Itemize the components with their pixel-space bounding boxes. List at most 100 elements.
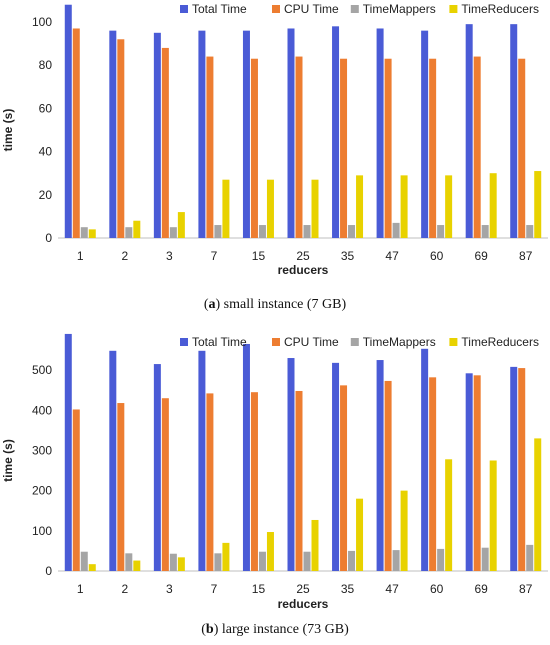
c1-bar-cpu-time-7	[206, 393, 214, 571]
c0-bar-total-time-69	[465, 24, 473, 238]
c0-bar-total-time-2	[109, 30, 117, 238]
c0-xtick-25: 25	[296, 249, 310, 263]
c0-bar-cpu-time-60	[429, 58, 437, 238]
c1-xtick-47: 47	[385, 582, 399, 596]
c0-xlabel: reducers	[278, 263, 329, 277]
c0-bar-cpu-time-87	[518, 58, 526, 238]
c0-xtick-7: 7	[211, 249, 218, 263]
c1-xtick-69: 69	[475, 582, 489, 596]
c1-bar-total-time-47	[376, 360, 384, 571]
caption-small-instance: (a) small instance (7 GB)	[203, 297, 347, 312]
c0-bar-timereducers-87	[534, 171, 542, 238]
c1-ytick-2: 200	[32, 484, 52, 498]
c0-bar-total-time-60	[421, 30, 429, 238]
c0-xtick-35: 35	[341, 249, 355, 263]
c0-bar-total-time-87	[510, 24, 518, 238]
panel-large-instance: 0 100 200 300 400 500 time (s) 1 2 3 7 15 25 35 47 60 69…	[0, 322, 550, 645]
c1-bar-timemappers-60	[437, 548, 445, 571]
c1-ytick-4: 400	[32, 403, 52, 417]
c0-bar-timemappers-60	[437, 225, 445, 238]
c1-bar-timereducers-87	[534, 438, 542, 571]
c1-bar-timemappers-7	[214, 553, 222, 571]
c1-bar-total-time-15	[242, 343, 250, 571]
c1-xtick-25: 25	[296, 582, 310, 596]
c1-legend-swatch-2	[350, 338, 359, 346]
c1-bar-total-time-69	[465, 373, 473, 571]
c1-legend-swatch-0	[180, 338, 188, 346]
c1-xtick-1: 1	[77, 582, 84, 596]
c1-bar-cpu-time-69	[473, 375, 481, 571]
c1-xtick-7: 7	[211, 582, 218, 596]
caption-large-instance: (b) large instance (73 GB)	[201, 622, 349, 637]
c0-xtick-1: 1	[77, 249, 84, 263]
c0-legend-swatch-1	[272, 5, 280, 13]
c1-bar-timereducers-3	[177, 557, 185, 571]
c1-bar-timereducers-47	[400, 490, 408, 571]
c1-bar-total-time-7	[198, 350, 206, 571]
c1-bar-total-time-25	[287, 358, 295, 571]
c0-xtick-15: 15	[252, 249, 266, 263]
c1-bar-timemappers-87	[526, 544, 534, 571]
c1-bar-timereducers-2	[133, 560, 141, 571]
c1-bar-timemappers-35	[348, 550, 356, 571]
c1-bar-timemappers-25	[303, 551, 311, 571]
c1-xtick-60: 60	[430, 582, 444, 596]
c0-bar-timereducers-47	[400, 175, 408, 238]
c0-xtick-69: 69	[475, 249, 489, 263]
c1-xtick-3: 3	[166, 582, 173, 596]
caption-b-text: large instance (73 GB)	[218, 622, 349, 637]
c1-ytick-1: 100	[32, 524, 52, 538]
c1-bar-cpu-time-35	[340, 385, 348, 571]
c1-bar-timemappers-1	[80, 551, 88, 571]
c0-xtick-47: 47	[385, 249, 399, 263]
c0-bar-timemappers-7	[214, 225, 222, 238]
c0-ytick-0: 0	[45, 231, 52, 245]
c1-ylabel: time (s)	[1, 439, 15, 482]
c0-bar-total-time-3	[153, 32, 161, 238]
c1-legend-label-2: TimeMappers	[363, 335, 436, 349]
c0-bar-timemappers-2	[125, 227, 133, 238]
c1-bar-timemappers-69	[481, 547, 489, 571]
c1-ytick-0: 0	[45, 564, 52, 578]
c0-legend-swatch-2	[350, 5, 359, 13]
c1-xlabel: reducers	[278, 597, 329, 611]
c1-bar-total-time-1	[64, 333, 72, 571]
c1-bar-cpu-time-25	[295, 390, 303, 571]
c1-bar-total-time-35	[332, 362, 340, 571]
chart-large-instance: 0 100 200 300 400 500 time (s) 1 2 3 7 15 25 35 47 60 69…	[1, 333, 548, 611]
c0-bar-timereducers-3	[177, 212, 185, 238]
c0-xtick-3: 3	[166, 249, 173, 263]
c0-bar-cpu-time-7	[206, 56, 214, 239]
caption-a-label: a	[208, 297, 216, 312]
c0-bar-timereducers-60	[445, 175, 453, 238]
c0-bar-timemappers-3	[169, 227, 177, 238]
c0-legend-swatch-3	[449, 5, 458, 13]
c0-ytick-1: 20	[39, 188, 53, 202]
c1-bar-timereducers-15	[266, 532, 274, 571]
c1-bar-timereducers-7	[222, 542, 230, 571]
c1-xtick-87: 87	[519, 582, 533, 596]
c0-bar-cpu-time-69	[473, 56, 481, 239]
c1-bar-timereducers-69	[489, 460, 497, 571]
c0-bar-timemappers-15	[258, 225, 266, 238]
c1-ytick-3: 300	[32, 443, 52, 457]
c1-bar-timemappers-15	[258, 551, 266, 571]
c1-bar-cpu-time-3	[161, 398, 169, 571]
c0-bar-total-time-47	[376, 28, 384, 239]
c0-xtick-2: 2	[121, 249, 128, 263]
c1-bar-timereducers-25	[311, 519, 319, 571]
c1-bar-timemappers-47	[392, 550, 400, 571]
c1-bar-cpu-time-87	[518, 368, 526, 571]
c0-bar-timereducers-7	[222, 179, 230, 238]
c0-ytick-5: 100	[32, 15, 52, 29]
c0-bar-timereducers-35	[356, 175, 364, 238]
c0-bar-timereducers-1	[88, 229, 96, 238]
c1-legend-swatch-3	[449, 338, 458, 346]
c0-bar-total-time-7	[198, 30, 206, 238]
c0-bar-total-time-35	[332, 26, 340, 238]
c0-bar-timemappers-35	[348, 225, 356, 238]
caption-a-text: small instance (7 GB)	[220, 297, 347, 312]
c1-xtick-2: 2	[121, 582, 128, 596]
c0-bar-cpu-time-47	[384, 58, 392, 238]
c0-bar-timereducers-15	[266, 179, 274, 238]
